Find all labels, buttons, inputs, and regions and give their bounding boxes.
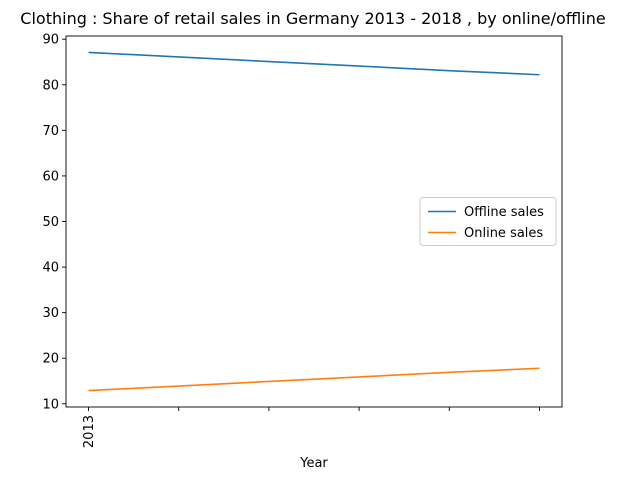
y-tick-label: 20 xyxy=(42,352,59,367)
plot-area xyxy=(88,51,540,392)
x-axis-label: Year xyxy=(299,456,328,471)
chart-title: Clothing : Share of retail sales in Germ… xyxy=(20,9,605,28)
y-tick-label: 30 xyxy=(42,306,59,321)
legend-box xyxy=(419,197,557,246)
y-tick-label: 80 xyxy=(42,78,59,93)
series-line-online xyxy=(88,367,540,392)
y-tick-label: 10 xyxy=(42,397,59,412)
legend-label: Offline sales xyxy=(464,205,544,220)
y-tick-label: 60 xyxy=(42,169,59,184)
y-tick-label: 50 xyxy=(42,215,59,230)
x-axis: 2013 xyxy=(82,407,540,448)
legend-label: Online sales xyxy=(464,226,543,241)
y-axis: 10 20 30 40 50 60 70 80 90 xyxy=(42,33,66,412)
y-tick-label: 90 xyxy=(42,33,59,48)
y-tick-label: 70 xyxy=(42,124,59,139)
legend: Offline sales Online sales xyxy=(419,197,557,246)
x-tick-label: 2013 xyxy=(82,415,97,448)
y-tick-label: 40 xyxy=(42,261,59,276)
series-line-offline xyxy=(88,51,540,76)
